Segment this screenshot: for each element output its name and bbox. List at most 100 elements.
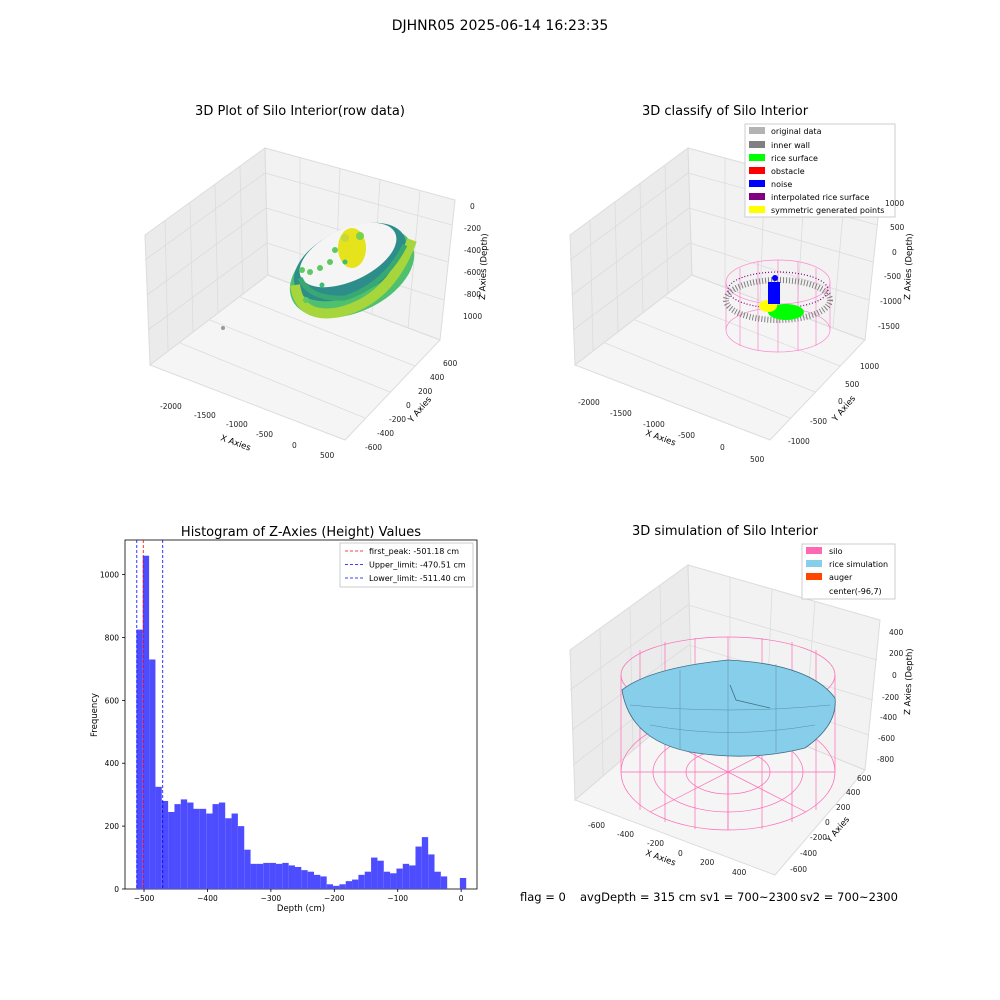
histogram-bar bbox=[256, 863, 264, 889]
histogram-chart: Histogram of Z-Axies (Height) Values −50… bbox=[90, 525, 478, 914]
histogram-bar bbox=[275, 863, 283, 889]
raw-y-ticks: -600 -400 -200 0 200 400 600 bbox=[365, 359, 458, 452]
simulation-z-tick: 200 bbox=[889, 649, 904, 658]
simulation-x-tick: -600 bbox=[588, 821, 605, 830]
histogram-bar bbox=[345, 881, 353, 889]
raw-y-tick: 0 bbox=[406, 401, 411, 410]
classify-z-label: Z Axies (Depth) bbox=[903, 233, 915, 300]
raw-x-tick: -1000 bbox=[226, 420, 248, 429]
histogram-bar bbox=[371, 857, 378, 889]
footer-flag: flag = 0 bbox=[520, 890, 566, 904]
histogram-x-tick-label: −200 bbox=[324, 894, 345, 903]
auger-marker bbox=[729, 684, 771, 709]
histogram-bar bbox=[149, 659, 156, 889]
raw-x-tick: -2000 bbox=[160, 402, 182, 411]
simulation-z-label: Z Axies (Depth) bbox=[903, 648, 915, 715]
histogram-bar bbox=[358, 874, 365, 889]
legend-swatch-inner-wall bbox=[749, 141, 765, 148]
histogram-bar bbox=[402, 863, 410, 889]
classify-x-tick: 0 bbox=[720, 443, 725, 452]
histogram-bar bbox=[206, 813, 213, 889]
raw-z-ticks: 0 -200 -400 -600 -800 1000 bbox=[463, 202, 482, 321]
raw-inner-points bbox=[299, 228, 366, 303]
raw-y-tick: 400 bbox=[430, 373, 445, 382]
classify-y-tick: -500 bbox=[810, 417, 827, 426]
simulation-x-label: X Axies bbox=[644, 848, 677, 868]
histogram-bar bbox=[142, 555, 150, 889]
histogram-bar bbox=[409, 865, 416, 889]
histogram-bar bbox=[155, 786, 162, 889]
histogram-y-tick-label: 800 bbox=[105, 633, 120, 642]
simulation-z-tick: -600 bbox=[878, 734, 895, 743]
classify-y-tick: 500 bbox=[845, 380, 860, 389]
histogram-y-tick-label: 400 bbox=[105, 759, 120, 768]
classify-z-tick: 1000 bbox=[885, 199, 904, 208]
histogram-bar bbox=[383, 871, 391, 889]
raw-z-tick: -600 bbox=[464, 268, 481, 277]
histogram-bar bbox=[440, 876, 448, 889]
legend-swatch-original-data bbox=[749, 127, 765, 134]
simulation-rice-surface bbox=[621, 659, 836, 758]
histogram-bar bbox=[326, 884, 334, 889]
footer-sv2: sv2 = 700~2300 bbox=[800, 890, 898, 904]
histogram-x-tick-label: −400 bbox=[197, 894, 218, 903]
simulation-y-tick: -200 bbox=[810, 833, 827, 842]
raw-3d-plot: -2000 -1500 -1000 -500 0 500 X Axies -60… bbox=[144, 147, 490, 460]
histogram-bar bbox=[250, 863, 257, 889]
histogram-x-label: Depth (cm) bbox=[277, 904, 325, 914]
histogram-y-tick-label: 1000 bbox=[100, 571, 119, 580]
histogram-bar bbox=[225, 818, 232, 889]
legend-label-center: center(-96,7) bbox=[829, 587, 882, 596]
raw-x-tick: 500 bbox=[320, 451, 335, 460]
histogram-bar bbox=[390, 873, 397, 889]
histogram-bar bbox=[333, 885, 340, 889]
histogram-legend: first_peak: -501.18 cm Upper_limit: -470.… bbox=[339, 542, 474, 588]
histogram-bar bbox=[364, 871, 372, 889]
classify-y-tick: 1000 bbox=[860, 362, 879, 371]
footer-sv1: sv1 = 700~2300 bbox=[700, 890, 798, 904]
histogram-bar bbox=[294, 866, 302, 889]
histogram-bar bbox=[187, 802, 194, 889]
histogram-bar bbox=[168, 811, 175, 889]
histogram-bar bbox=[263, 862, 270, 889]
raw-outlier-point bbox=[221, 326, 225, 330]
simulation-x-tick: -200 bbox=[647, 839, 664, 848]
histogram-legend-label: Lower_limit: -511.40 cm bbox=[369, 574, 466, 583]
raw-z-tick: 0 bbox=[470, 202, 475, 211]
simulation-x-tick: -400 bbox=[617, 830, 634, 839]
legend-label-auger: auger bbox=[829, 573, 853, 582]
legend-label-obstacle: obstacle bbox=[771, 167, 805, 176]
classify-x-ticks: -2000 -1500 -1000 -500 0 500 bbox=[578, 398, 765, 464]
legend-swatch-silo bbox=[806, 547, 822, 554]
histogram-x-tick-label: −100 bbox=[387, 894, 408, 903]
legend-swatch-rice-surface bbox=[749, 154, 765, 161]
raw-y-tick: -600 bbox=[365, 443, 382, 452]
histogram-bar bbox=[314, 874, 321, 889]
histogram-x-tick-label: −300 bbox=[261, 894, 282, 903]
legend-label-symmetric: symmetric generated points bbox=[771, 206, 884, 215]
simulation-x-tick: 200 bbox=[700, 858, 715, 867]
raw-z-label: Z Axies (Depth) bbox=[478, 233, 490, 300]
legend-label-rice-simulation: rice simulation bbox=[829, 560, 888, 569]
simulation-x-ticks: -600 -400 -200 0 200 400 bbox=[588, 821, 747, 877]
histogram-bar bbox=[421, 837, 429, 889]
raw-z-tick: -800 bbox=[464, 290, 481, 299]
classify-z-tick: -500 bbox=[884, 272, 901, 281]
histogram-legend-label: Upper_limit: -470.51 cm bbox=[369, 561, 466, 570]
simulation-3d-plot: silo rice simulation auger center(-96,7)… bbox=[569, 543, 915, 877]
histogram-bar bbox=[231, 813, 238, 889]
raw-x-ticks: -2000 -1500 -1000 -500 0 500 bbox=[160, 402, 335, 460]
classify-y-ticks: -1000 -500 0 500 1000 bbox=[788, 362, 879, 446]
histogram-title: Histogram of Z-Axies (Height) Values bbox=[181, 525, 421, 540]
histogram-bar bbox=[269, 862, 276, 889]
classify-x-tick: -1500 bbox=[610, 409, 632, 418]
raw-y-tick: -400 bbox=[377, 429, 394, 438]
classify-z-tick: 0 bbox=[892, 248, 897, 257]
simulation-z-ticks: 400 200 0 -200 -400 -600 -800 bbox=[877, 628, 904, 764]
legend-label-silo: silo bbox=[829, 547, 843, 556]
classify-3d-plot: original data inner wall rice surface ob… bbox=[569, 123, 915, 464]
raw-y-tick: -200 bbox=[389, 415, 406, 424]
histogram-bar bbox=[237, 826, 245, 889]
histogram-bar bbox=[320, 876, 327, 889]
histogram-bar bbox=[244, 849, 251, 889]
